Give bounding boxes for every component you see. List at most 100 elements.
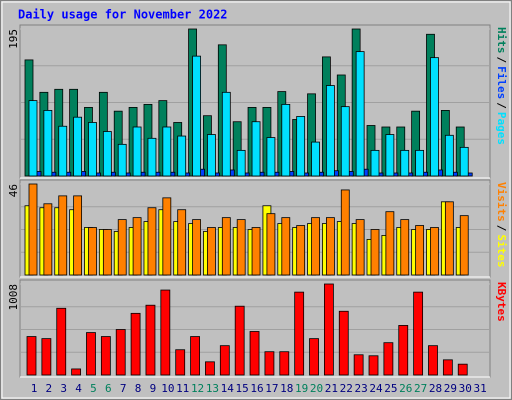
bar (162, 126, 172, 177)
bar (385, 211, 395, 276)
bar (221, 217, 231, 276)
x-tick-label: 19 (295, 382, 308, 395)
bar (459, 215, 469, 276)
bar (459, 146, 469, 177)
bar (281, 103, 291, 177)
legend-entry: KBytes (495, 282, 508, 322)
x-tick-label: 28 (429, 382, 442, 395)
x-tick-label: 15 (236, 382, 249, 395)
bar (325, 217, 335, 276)
bar (219, 345, 230, 376)
x-tick-label: 3 (60, 382, 67, 395)
bar (160, 289, 171, 376)
bar (147, 137, 157, 177)
bar (428, 345, 438, 376)
bar (130, 312, 141, 376)
x-tick-label: 11 (176, 382, 189, 395)
bar (264, 351, 275, 376)
x-tick-label: 31 (473, 382, 486, 395)
bar (58, 195, 68, 276)
legend: Hits / Files / Pages (495, 27, 508, 145)
bar (28, 183, 38, 276)
y-tick-label: 46 (7, 184, 20, 197)
bar (325, 85, 335, 177)
x-tick-label: 6 (105, 382, 112, 395)
bar (309, 338, 319, 376)
bar (117, 143, 127, 177)
bar (251, 227, 261, 276)
bar (338, 310, 349, 376)
bar (311, 217, 320, 276)
y-tick-label: 195 (7, 29, 20, 49)
bar (249, 331, 260, 376)
bar (117, 219, 127, 276)
x-tick-label: 9 (150, 382, 157, 395)
bar (444, 134, 454, 177)
bar (56, 307, 67, 376)
x-tick-label: 24 (369, 382, 383, 395)
x-tick-label: 20 (310, 382, 323, 395)
x-tick-label: 8 (135, 382, 142, 395)
bar (205, 361, 215, 376)
bar (26, 336, 37, 376)
bar (100, 336, 111, 376)
bar (86, 332, 96, 376)
bar (311, 141, 320, 177)
bar (415, 149, 425, 177)
bar (430, 227, 439, 276)
bar (340, 106, 350, 177)
bar (398, 325, 409, 376)
bar (355, 219, 365, 276)
bar (43, 203, 53, 276)
bar (221, 91, 231, 177)
bar (296, 225, 306, 276)
bar (102, 229, 112, 276)
legend: KBytes (495, 282, 508, 322)
bar (177, 209, 187, 276)
bar (236, 219, 246, 276)
legend-entry: Pages (495, 112, 508, 145)
bar (355, 51, 365, 177)
bar (266, 137, 276, 177)
bar (457, 363, 468, 376)
bar (294, 291, 305, 376)
x-tick-label: 14 (221, 382, 235, 395)
x-tick-label: 21 (325, 382, 338, 395)
bar (383, 342, 394, 376)
bar (71, 368, 82, 376)
x-tick-label: 4 (75, 382, 82, 395)
x-tick-label: 5 (90, 382, 97, 395)
bar (190, 336, 200, 376)
x-tick-label: 30 (459, 382, 472, 395)
x-tick-label: 1 (31, 382, 38, 395)
bar (102, 131, 112, 177)
bar (234, 305, 245, 376)
bar (413, 291, 424, 376)
bar (132, 126, 142, 177)
legend-entry: Hits (495, 27, 508, 54)
x-tick-label: 27 (414, 382, 427, 395)
bar (73, 195, 83, 276)
x-tick-label: 17 (265, 382, 278, 395)
bar (192, 219, 201, 276)
bar (207, 134, 216, 177)
bar (279, 351, 290, 376)
x-tick-label: 18 (280, 382, 293, 395)
x-tick-label: 22 (340, 382, 353, 395)
bar (58, 125, 68, 177)
bar (251, 121, 261, 177)
bar (162, 197, 172, 276)
bar (400, 219, 410, 276)
bar (323, 283, 334, 376)
legend-separator: / (495, 57, 508, 64)
x-tick-label: 16 (250, 382, 263, 395)
bar (353, 354, 364, 376)
bar (415, 225, 425, 276)
legend-separator: / (495, 225, 508, 232)
bar (115, 329, 126, 376)
x-tick-label: 25 (384, 382, 397, 395)
bar (370, 149, 380, 177)
x-tick-label: 12 (191, 382, 204, 395)
bar (368, 355, 379, 376)
